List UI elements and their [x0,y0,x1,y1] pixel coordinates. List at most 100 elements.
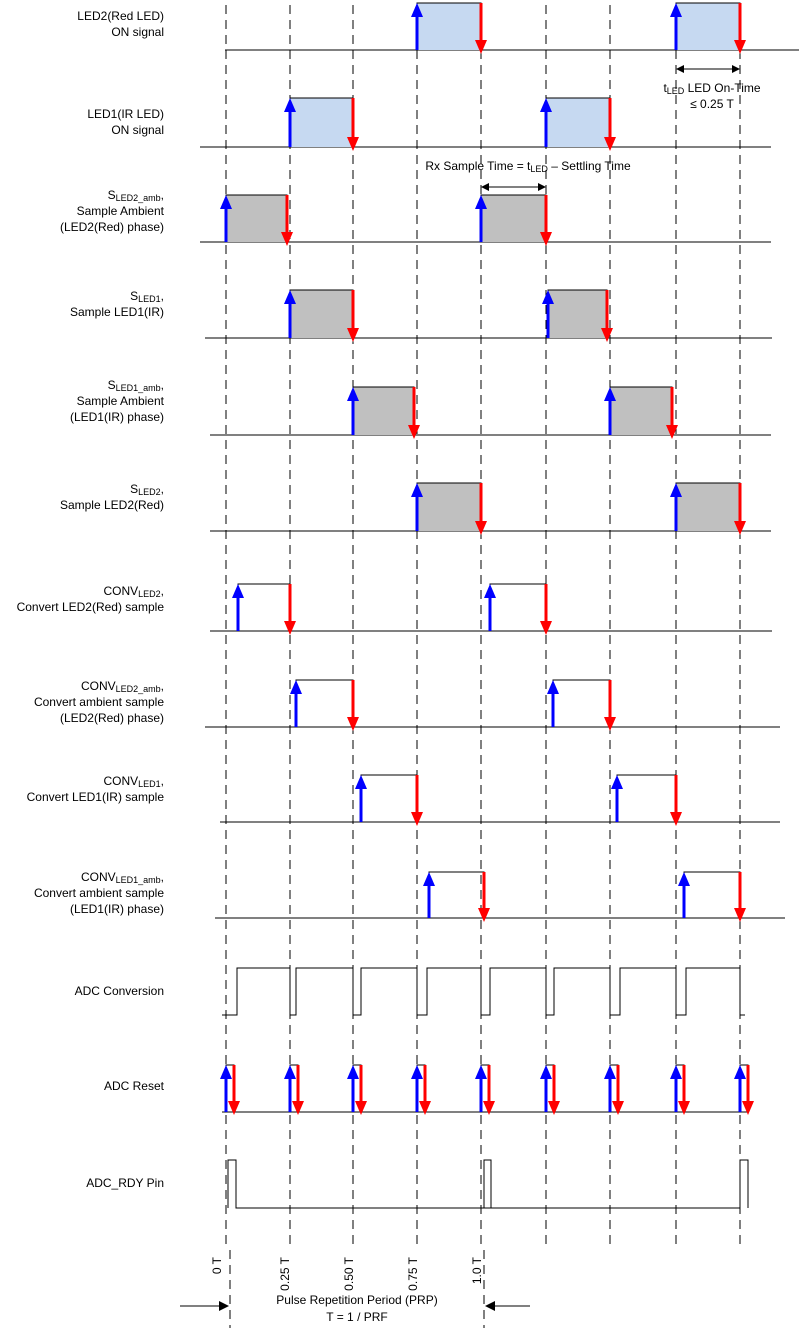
rising-arrow-head [604,387,616,401]
falling-arrow-head [548,1101,560,1115]
arrow-head [732,65,740,73]
falling-arrow-head [475,40,487,54]
row-label: Sample Ambient [77,204,165,218]
label-subscript: LED [667,86,685,96]
time-tick-label: 0.50 T [342,1256,356,1290]
time-tick-label: 1.0 T [470,1256,484,1284]
arrow-head [676,65,684,73]
pulse [290,290,353,338]
falling-arrow-head [540,621,552,635]
falling-arrow-head [734,40,746,54]
pulse-edge [552,679,611,727]
rising-arrow-head [411,483,423,497]
label-subscript: LED1 [138,779,161,789]
label-prefix: CONV [103,584,138,598]
label-suffix: , [161,378,164,392]
label-subscript: LED2_amb [116,193,161,203]
time-tick-label: 0.25 T [278,1256,292,1290]
falling-arrow-head [408,425,420,439]
rising-arrow-head [670,483,682,497]
rising-arrow-head [220,195,232,209]
pulse [617,775,676,822]
label-prefix: S [130,289,138,303]
label-subscript: LED1_amb [116,383,161,393]
pulse [226,195,287,242]
rising-arrow-head [411,1065,423,1079]
prp-formula: T = 1 / PRF [326,1310,387,1324]
row-label: Convert LED2(Red) sample [17,600,165,614]
time-tick-label: 0 T [210,1256,224,1274]
falling-arrow-head [347,137,359,151]
label-suffix: – Settling Time [548,159,631,173]
row-label: SLED1, [130,289,164,304]
row-label: SLED2_amb, [108,188,164,203]
label-suffix: , [161,679,164,693]
row-label: ON signal [111,25,164,39]
label-prefix: S [130,482,138,496]
falling-arrow-head [347,328,359,342]
row-label: Convert ambient sample [34,886,164,900]
row-label: (LED1(IR) phase) [70,902,164,916]
falling-arrow-head [292,1101,304,1115]
pulse-edge [616,774,677,822]
row-label: Convert LED1(IR) sample [27,790,165,804]
label-prefix: S [108,378,116,392]
row-label: CONVLED1_amb, [81,870,164,885]
falling-arrow-head [419,1101,431,1115]
rising-arrow-head [540,1065,552,1079]
label-prefix: t [663,81,667,95]
falling-arrow-head [475,521,487,535]
label-subscript: LED2 [138,487,161,497]
falling-arrow-head [678,1101,690,1115]
rising-arrow-head [290,680,302,694]
rising-arrow-head [220,1065,232,1079]
label-subscript: LED2_amb [116,684,161,694]
label-prefix: CONV [103,774,138,788]
label-subscript: LED1_amb [116,875,161,885]
rising-arrow-head [284,290,296,304]
adc-conversion-wave [222,967,745,1016]
pulse [361,775,417,822]
rising-arrow-head [347,1065,359,1079]
pulse [417,3,481,50]
falling-arrow-head [604,717,616,731]
pulse [490,584,546,631]
rising-arrow-head [547,680,559,694]
row-label: CONVLED2, [103,584,164,599]
label-prefix: Rx Sample Time = t [425,159,531,173]
falling-arrow-head [355,1101,367,1115]
label-suffix: , [161,482,164,496]
rising-arrow-head [678,872,690,886]
label-prefix: CONV [81,870,116,884]
falling-arrow-head [666,425,678,439]
label-suffix: , [161,584,164,598]
pulse [553,680,610,727]
row-label: SLED1_amb, [108,378,164,393]
rising-arrow-head [484,584,496,598]
arrow-head [219,1301,229,1311]
pulse-edge [360,774,418,822]
pulse-edge [295,679,354,727]
pulse [429,872,484,918]
label-subscript: LED [530,164,548,174]
rising-arrow-head [670,1065,682,1079]
rising-arrow-head [423,872,435,886]
row-label: CONVLED2_amb, [81,679,164,694]
rising-arrow-head [475,1065,487,1079]
rising-arrow-head [734,1065,746,1079]
rising-arrow-head [284,98,296,112]
row-label: LED1(IR LED) [87,107,164,121]
row-label: ADC Reset [104,1079,165,1093]
row-label: SLED2, [130,482,164,497]
label-prefix: CONV [81,679,116,693]
label-suffix: , [161,289,164,303]
arrow-head [538,183,546,191]
falling-arrow-head [734,521,746,535]
row-label: ADC_RDY Pin [86,1176,164,1190]
rising-arrow-head [670,3,682,17]
pulse-edge [489,583,547,631]
label-subscript: LED2 [138,589,161,599]
row-label: (LED2(Red) phase) [60,711,164,725]
pulse [290,98,353,147]
prp-label: Pulse Repetition Period (PRP) [276,1293,437,1307]
